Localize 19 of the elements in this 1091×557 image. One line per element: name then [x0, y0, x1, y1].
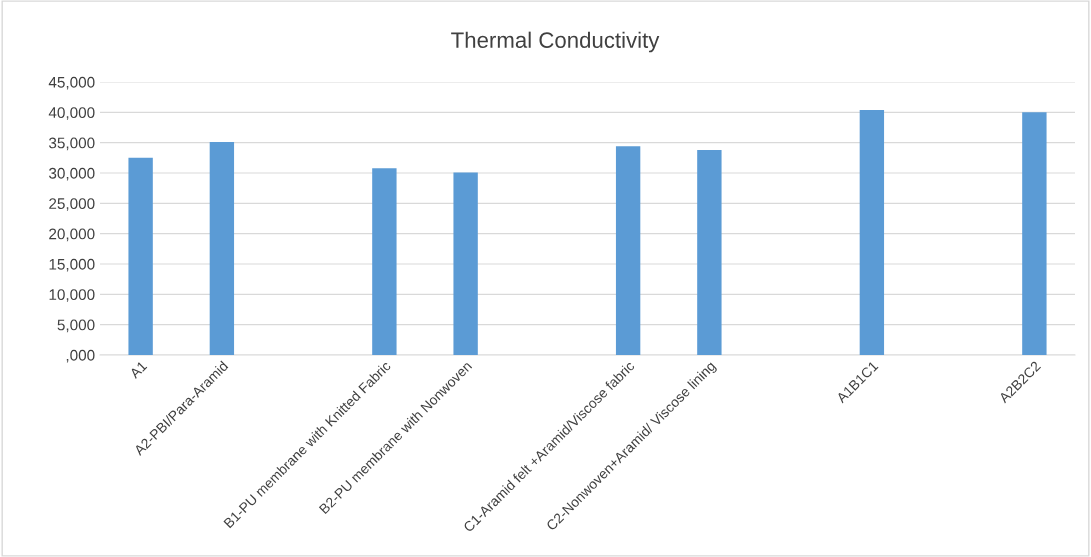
y-tick-label: 20,000	[49, 228, 95, 242]
bar	[615, 146, 641, 355]
y-tick-label: 25,000	[49, 198, 95, 211]
bar	[372, 168, 397, 355]
y-tick-label: 15,000	[49, 258, 95, 272]
bar	[859, 109, 885, 355]
y-tick-label: 45,000	[48, 76, 95, 90]
bar	[128, 157, 153, 355]
bar	[1022, 112, 1047, 355]
y-tick-label: 10,000	[49, 289, 95, 302]
y-tick-label: 40,000	[48, 107, 95, 120]
bar	[209, 142, 235, 355]
bar	[453, 172, 478, 355]
y-tick-label: 35,000	[49, 137, 95, 151]
y-tick-label: ,000	[66, 349, 95, 363]
y-tick-label: 5,000	[57, 319, 95, 333]
y-tick-label: 30,000	[49, 167, 95, 181]
bar	[697, 149, 722, 355]
chart-title: Thermal Conductivity	[451, 31, 660, 53]
